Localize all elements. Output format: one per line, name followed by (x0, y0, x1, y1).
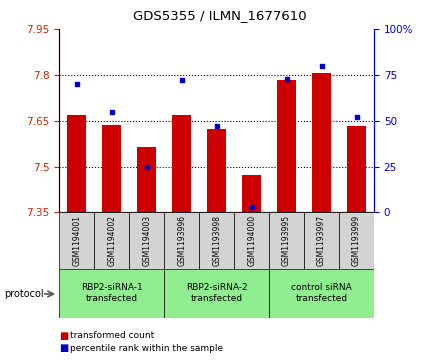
Text: GSM1193995: GSM1193995 (282, 215, 291, 266)
Bar (269, 269, 374, 318)
Text: GSM1193996: GSM1193996 (177, 215, 186, 266)
Text: RBP2-siRNA-2
transfected: RBP2-siRNA-2 transfected (186, 284, 248, 303)
Bar (102, 125, 121, 212)
Text: ■: ■ (59, 343, 69, 354)
Bar (67, 115, 87, 212)
Text: GSM1193999: GSM1193999 (352, 215, 361, 266)
Text: percentile rank within the sample: percentile rank within the sample (70, 344, 223, 353)
Bar (199, 212, 234, 269)
Text: GSM1193998: GSM1193998 (212, 215, 221, 266)
Text: GDS5355 / ILMN_1677610: GDS5355 / ILMN_1677610 (133, 9, 307, 22)
Bar (347, 126, 366, 212)
Bar (242, 175, 261, 212)
Bar (137, 147, 156, 212)
Bar (234, 212, 269, 269)
Text: RBP2-siRNA-1
transfected: RBP2-siRNA-1 transfected (81, 284, 143, 303)
Text: GSM1194002: GSM1194002 (107, 215, 116, 266)
Bar (304, 212, 339, 269)
Text: GSM1194001: GSM1194001 (72, 215, 81, 266)
Text: GSM1194000: GSM1194000 (247, 215, 256, 266)
Bar (269, 212, 304, 269)
Bar (164, 212, 199, 269)
Bar (59, 212, 94, 269)
Bar (164, 269, 269, 318)
Text: control siRNA
transfected: control siRNA transfected (291, 284, 352, 303)
Text: ■: ■ (59, 331, 69, 341)
Bar (277, 80, 296, 212)
Text: GSM1194003: GSM1194003 (142, 215, 151, 266)
Bar (94, 212, 129, 269)
Text: protocol: protocol (4, 289, 44, 299)
Text: GSM1193997: GSM1193997 (317, 215, 326, 266)
Text: transformed count: transformed count (70, 331, 154, 340)
Bar (129, 212, 164, 269)
Bar (59, 269, 164, 318)
Bar (207, 129, 226, 212)
Bar (312, 73, 331, 212)
Bar (339, 212, 374, 269)
Bar (172, 115, 191, 212)
